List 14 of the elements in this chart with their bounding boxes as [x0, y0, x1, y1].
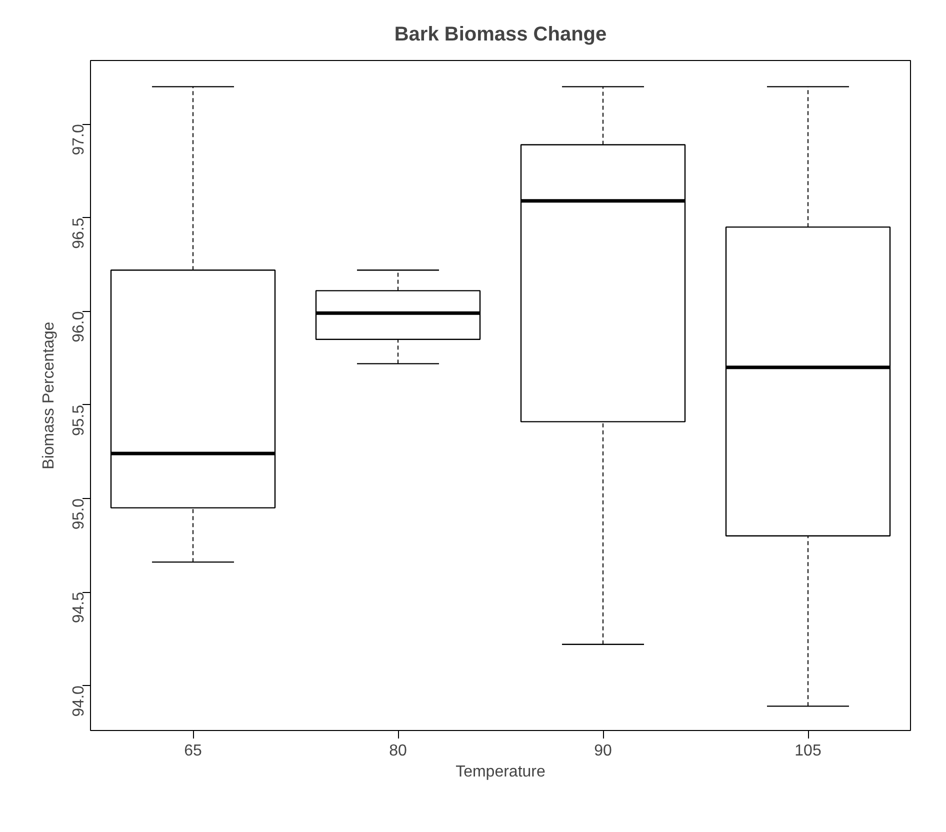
y-tick-label: 96.0: [70, 311, 88, 342]
x-axis-title: Temperature: [456, 764, 546, 780]
x-tick-label: 65: [184, 742, 202, 760]
y-tick-label: 95.0: [70, 498, 88, 530]
y-tick-label: 96.5: [70, 218, 88, 249]
chart-title: Bark Biomass Change: [394, 24, 607, 46]
y-tick-label: 94.0: [70, 685, 88, 717]
x-tick-label: 80: [389, 742, 407, 760]
y-axis-title: Biomass Percentage: [40, 322, 58, 470]
y-tick-label: 94.5: [70, 592, 88, 624]
x-tick-label: 105: [794, 742, 822, 760]
x-tick-label: 90: [594, 742, 612, 760]
y-tick-label: 95.5: [70, 404, 88, 436]
y-tick-label: 97.0: [70, 124, 88, 156]
